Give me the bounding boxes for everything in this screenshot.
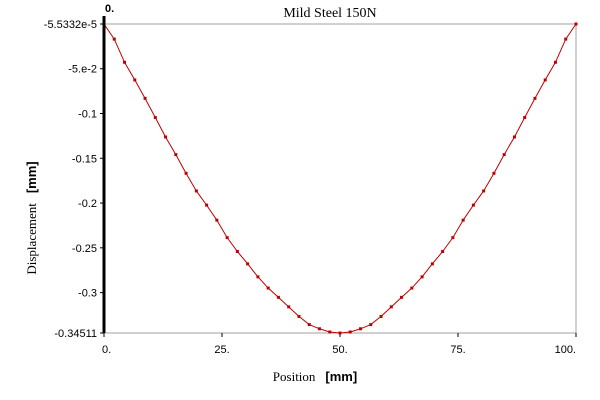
series-layer [102, 22, 578, 335]
x-tick-label: 25. [214, 344, 229, 356]
data-point [574, 22, 578, 26]
data-point [543, 78, 547, 82]
y-tick-label: -0.3 [78, 288, 97, 300]
data-point [133, 78, 137, 82]
data-point [266, 286, 270, 290]
data-point [471, 203, 475, 207]
data-point [215, 218, 219, 222]
y-tick-label: -5.e-2 [68, 64, 97, 76]
data-point [164, 135, 168, 139]
data-point [512, 135, 516, 139]
data-point [205, 203, 209, 207]
data-point [441, 249, 445, 253]
y-axis-title: Displacement [mm] [23, 161, 40, 274]
data-point [143, 96, 147, 100]
data-point [553, 60, 557, 64]
data-point [194, 189, 198, 193]
y-axis-title-main: Displacement [24, 203, 39, 275]
y-tick-label: -0.2 [78, 198, 97, 210]
data-point [410, 286, 414, 290]
x-axis-title-main: Position [273, 369, 316, 384]
y-axis: -5.5332e-5 -5.e-2 -0.1 -0.15 -0.2 -0.25 -0.3 -0… [44, 19, 104, 340]
y-tick-label: -0.1 [78, 109, 97, 121]
data-point [348, 330, 352, 334]
data-point [235, 249, 239, 253]
probe-marker-label: 0. [105, 3, 114, 15]
data-point [379, 314, 383, 318]
y-tick-label: -5.5332e-5 [44, 19, 97, 31]
data-point [502, 153, 506, 157]
data-point [112, 37, 116, 41]
data-point [492, 171, 496, 175]
data-point [369, 323, 373, 327]
x-axis-title-unit: [mm] [325, 369, 357, 384]
data-point [420, 275, 424, 279]
x-axis: 0. 25. 50. 75. 100. [102, 333, 577, 356]
x-tick-label: 0. [102, 344, 111, 356]
x-tick-label: 50. [332, 344, 347, 356]
data-point [389, 305, 393, 309]
data-point [400, 295, 404, 299]
x-tick-label: 75. [450, 344, 465, 356]
data-point [328, 330, 332, 334]
series-line [103, 23, 577, 334]
data-point [225, 236, 229, 240]
data-point [256, 275, 260, 279]
data-point [174, 153, 178, 157]
y-tick-label: -0.15 [72, 153, 97, 165]
y-tick-label: -0.34511 [54, 328, 97, 340]
data-point [287, 305, 291, 309]
x-axis-title: Position [mm] [273, 368, 357, 385]
data-point [451, 236, 455, 240]
data-point [533, 96, 537, 100]
data-point [430, 262, 434, 266]
data-point [184, 171, 188, 175]
data-point [461, 218, 465, 222]
chart-title: Mild Steel 150N [283, 6, 376, 21]
data-point [317, 327, 321, 331]
data-point [564, 37, 568, 41]
data-point [359, 327, 363, 331]
x-tick-label: 100. [555, 344, 576, 356]
data-point [338, 331, 342, 335]
data-point [153, 116, 157, 120]
y-axis-title-unit: [mm] [24, 161, 39, 193]
data-point [307, 323, 311, 327]
data-point [297, 314, 301, 318]
data-point [123, 60, 127, 64]
data-point [482, 189, 486, 193]
data-point [523, 116, 527, 120]
marker-layer: 0. [102, 3, 114, 333]
data-point [246, 262, 250, 266]
y-tick-label: -0.25 [72, 243, 97, 255]
data-point [276, 295, 280, 299]
